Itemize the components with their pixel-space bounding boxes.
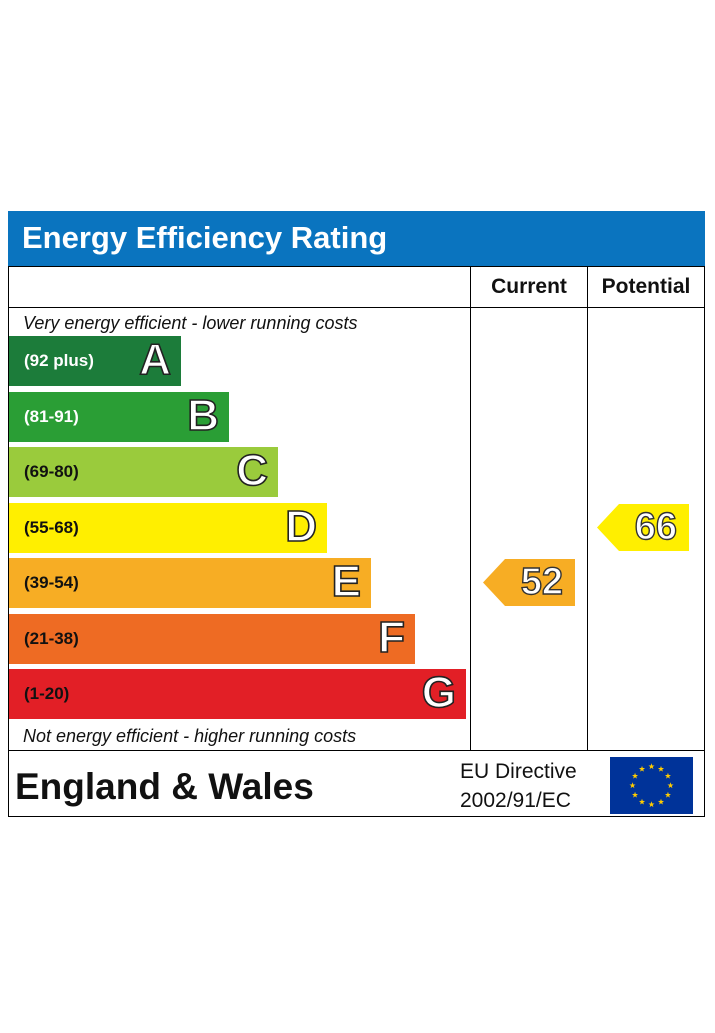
eu-star-icon xyxy=(629,782,636,789)
eu-flag-icon xyxy=(610,757,693,814)
eu-star-icon xyxy=(664,772,671,779)
band-f: (21-38) F xyxy=(9,612,415,664)
potential-rating-value: 66 xyxy=(634,505,678,548)
eu-star-icon xyxy=(632,791,639,798)
eu-directive-line2: 2002/91/EC xyxy=(460,789,571,812)
current-column-header: Current xyxy=(491,275,567,298)
eu-star-icon xyxy=(648,763,655,770)
band-b: (81-91) B xyxy=(9,390,229,442)
eu-star-icon xyxy=(657,798,665,805)
rating-grid: Current Potential Very energy efficient … xyxy=(8,266,705,817)
chart-header: Energy Efficiency Rating xyxy=(8,211,705,266)
eu-star-icon xyxy=(638,798,646,805)
band-letter: B xyxy=(186,390,219,441)
band-a: (92 plus) A xyxy=(9,334,181,386)
band-range-label: (81-91) xyxy=(24,406,79,426)
band-range-label: (39-54) xyxy=(24,573,79,592)
band-c: (69-80) C xyxy=(9,445,278,497)
potential-column-divider xyxy=(587,267,588,750)
header-row-divider xyxy=(9,307,704,308)
footer-row-divider xyxy=(9,750,704,751)
eu-directive-line1: EU Directive xyxy=(460,760,577,783)
current-arrow-shape xyxy=(483,559,575,606)
band-range-label: (21-38) xyxy=(24,628,79,648)
chart-title: Energy Efficiency Rating xyxy=(22,220,388,255)
top-note: Very energy efficient - lower running co… xyxy=(23,313,358,333)
band-range-label: (92 plus) xyxy=(24,351,94,370)
eu-directive-text: EU Directive 2002/91/EC xyxy=(460,757,577,815)
band-range-label: (69-80) xyxy=(24,462,79,481)
eu-star-icon xyxy=(657,765,665,772)
eu-star-icon xyxy=(638,765,646,772)
bottom-note: Not energy efficient - higher running co… xyxy=(23,726,357,746)
current-rating-value: 52 xyxy=(520,560,564,603)
band-letter: D xyxy=(284,501,317,552)
band-letter: G xyxy=(421,667,457,718)
band-letter: F xyxy=(377,612,405,663)
eu-star-icon xyxy=(648,801,655,808)
eu-star-icon xyxy=(632,772,639,779)
eu-star-icon xyxy=(664,791,671,798)
band-e: (39-54) E xyxy=(9,556,371,608)
current-column-divider xyxy=(470,267,471,750)
band-g: (1-20) G xyxy=(9,667,466,719)
band-range-label: (1-20) xyxy=(24,684,70,703)
band-range-label: (55-68) xyxy=(24,517,79,537)
band-letter: C xyxy=(235,445,268,496)
band-letter: A xyxy=(138,334,171,385)
region-label: England & Wales xyxy=(15,766,314,807)
potential-column-header: Potential xyxy=(601,275,691,298)
potential-arrow-shape xyxy=(597,503,689,551)
energy-rating-chart: Energy Efficiency Rating Current Potenti… xyxy=(8,211,705,817)
eu-star-icon xyxy=(667,782,674,789)
band-d: (55-68) D xyxy=(9,501,327,553)
current-rating-arrow: 52 xyxy=(483,559,575,606)
potential-rating-arrow: 66 xyxy=(597,503,689,551)
band-letter: E xyxy=(331,556,362,607)
